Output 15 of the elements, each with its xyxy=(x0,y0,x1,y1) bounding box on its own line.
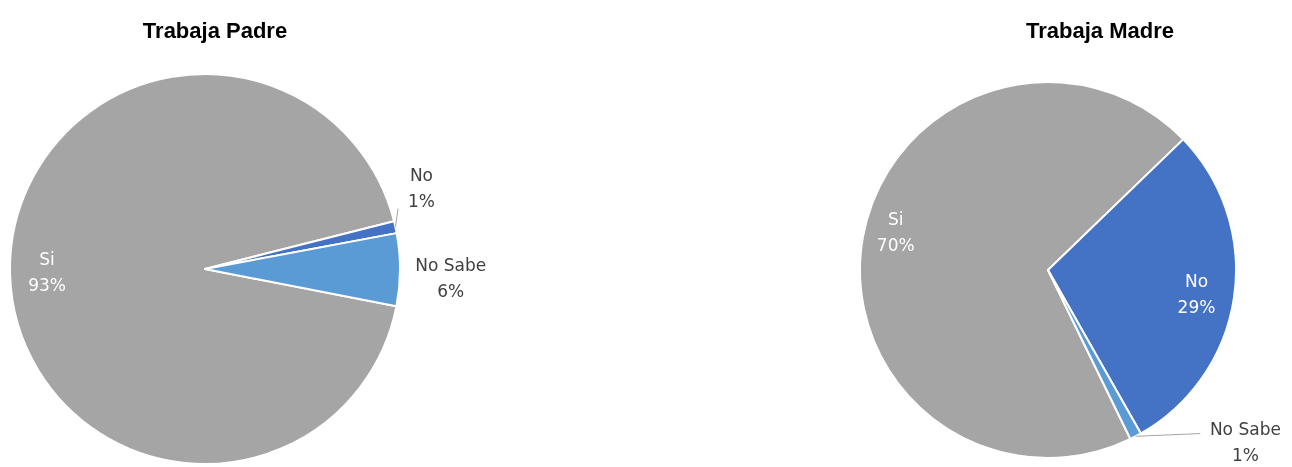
slice-label: No Sabe xyxy=(1209,419,1281,440)
data-label: 1% xyxy=(1231,445,1259,466)
chart-title: Trabaja Padre xyxy=(142,18,288,43)
data-label: 1% xyxy=(407,191,435,212)
slice-label: No xyxy=(409,165,434,186)
slice-label: No xyxy=(1184,270,1209,291)
data-label: 6% xyxy=(437,280,465,301)
data-label: 29% xyxy=(1177,296,1216,317)
chart-title: Trabaja Madre xyxy=(1026,18,1174,43)
slice-label: Si xyxy=(887,208,904,229)
data-label: 93% xyxy=(28,275,66,295)
slice-label: No Sabe xyxy=(415,254,487,275)
data-label: 70% xyxy=(876,234,915,255)
pie-slice xyxy=(9,73,398,465)
slice-label: Si xyxy=(39,249,55,269)
